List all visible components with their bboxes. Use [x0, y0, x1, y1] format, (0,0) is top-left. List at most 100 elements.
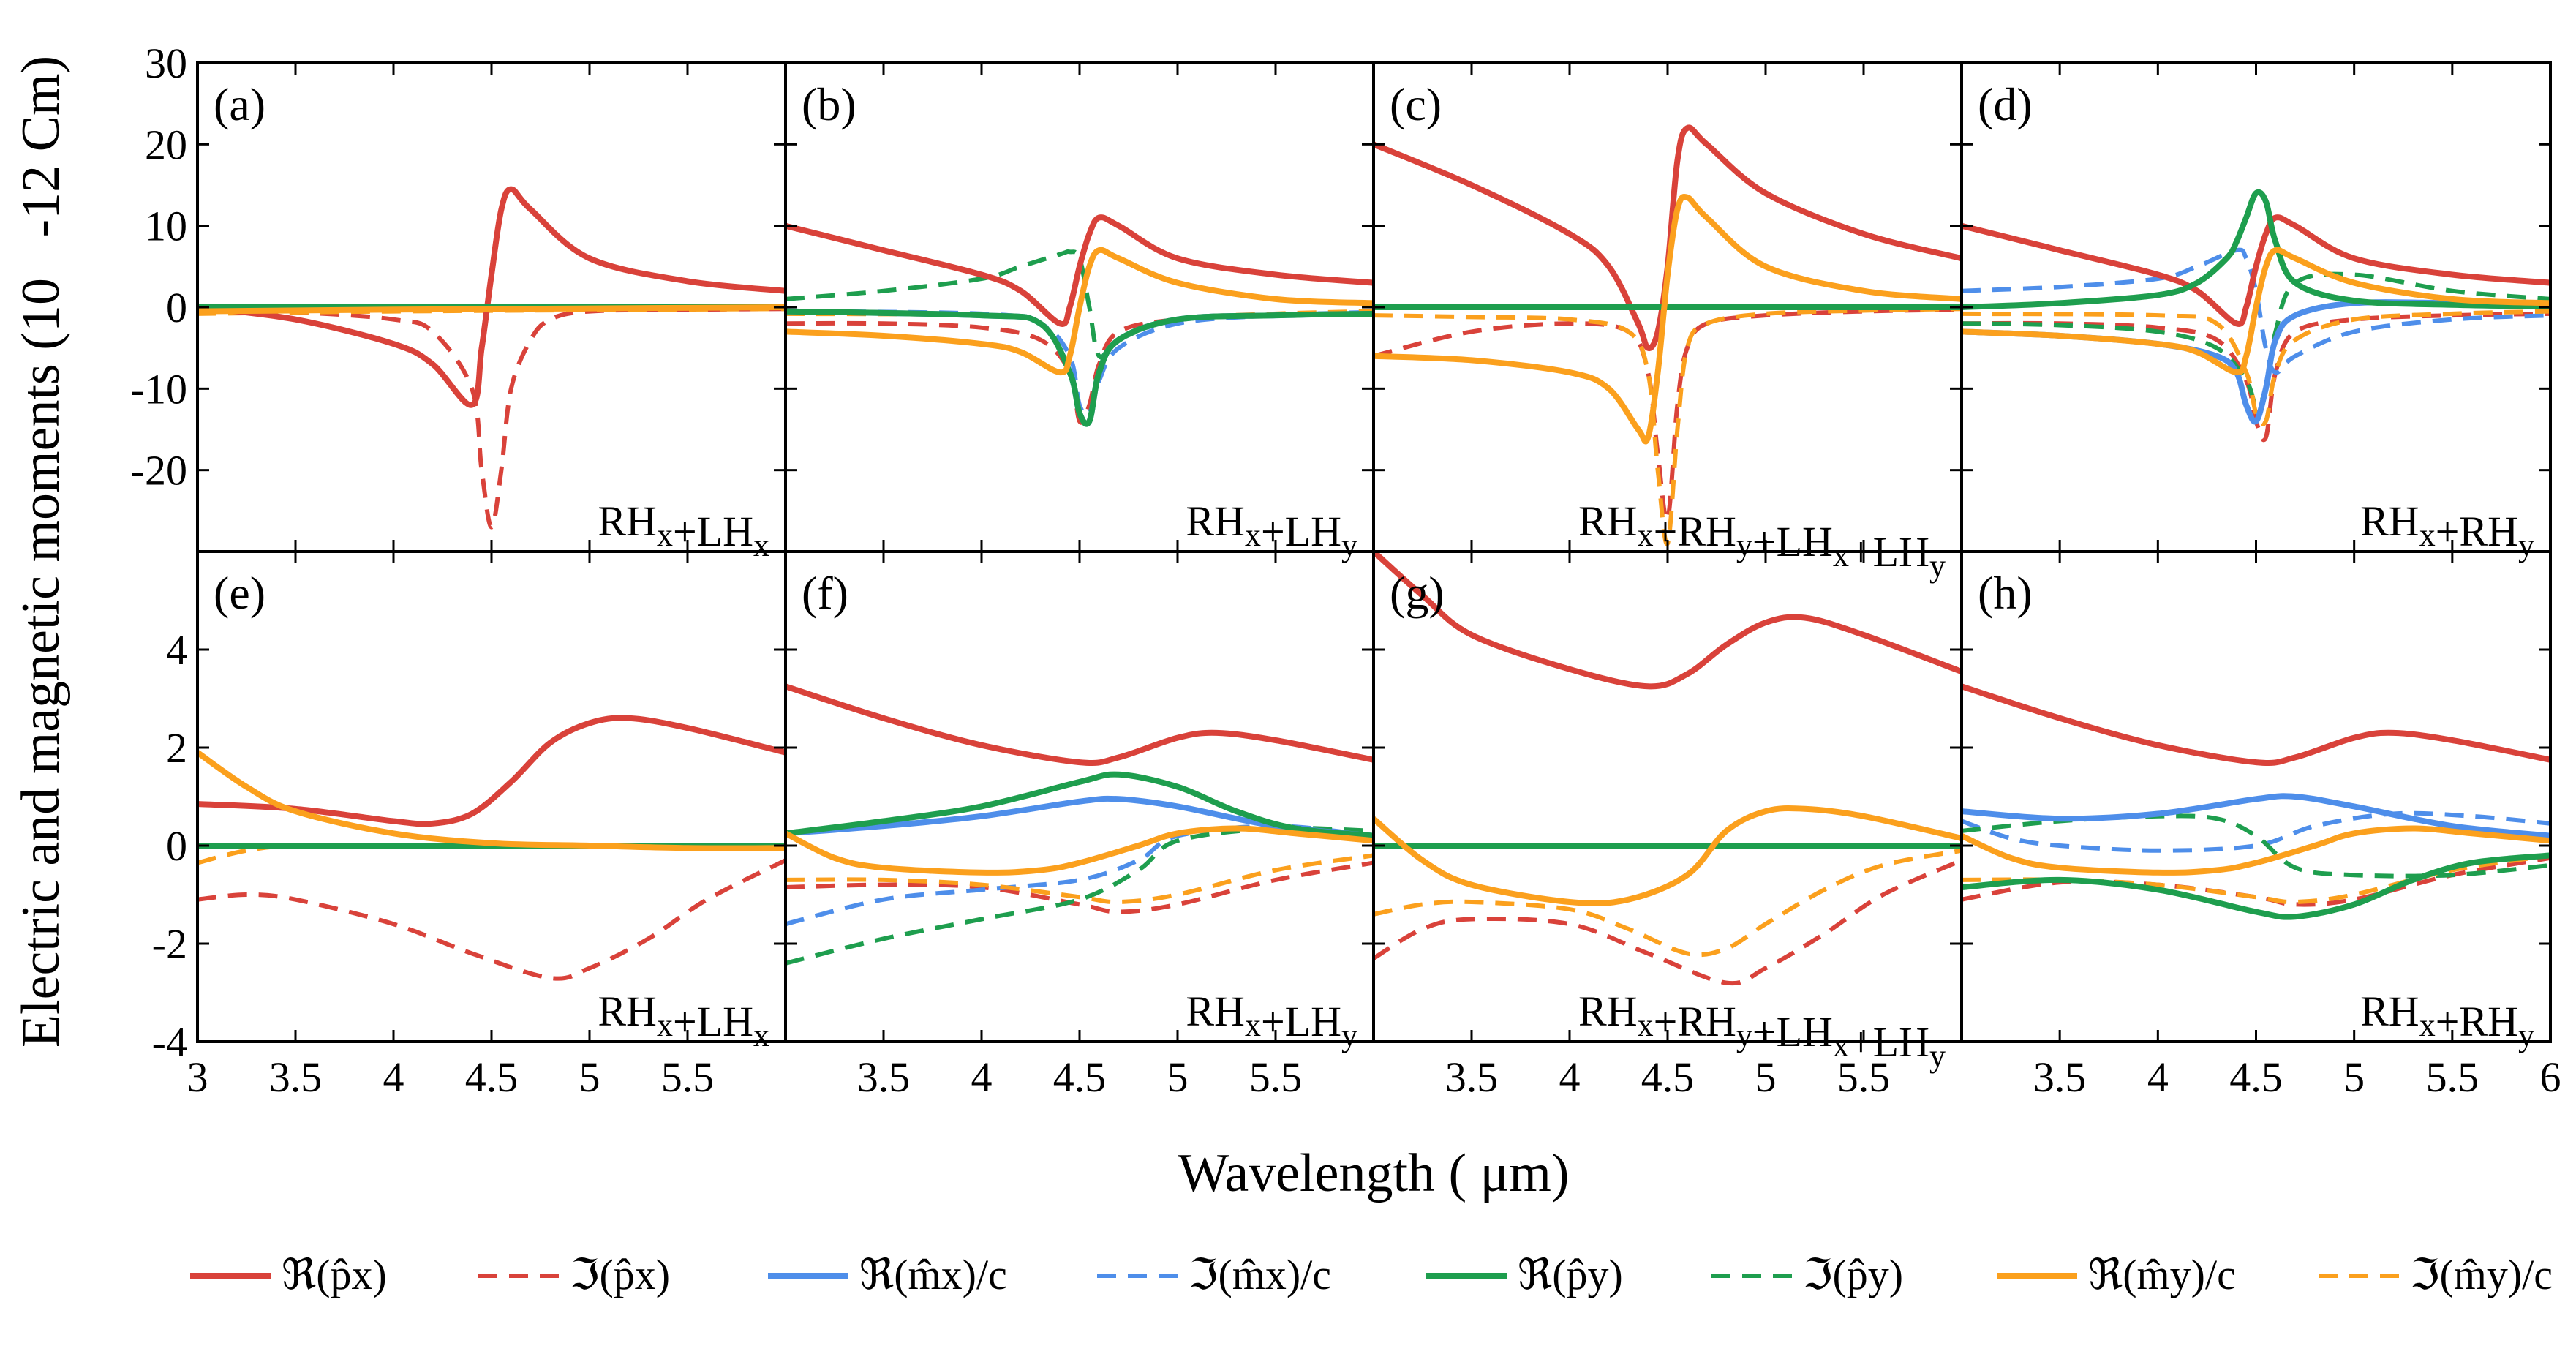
panel-corner-label: RHx+LHy — [1186, 988, 1357, 1053]
series-re-my — [1374, 805, 1962, 907]
legend-label: ℑ(p̂y) — [1803, 1251, 1903, 1298]
panel-corner-label: RHx+LHx — [598, 497, 769, 563]
series-im-my — [1962, 309, 2550, 426]
series-im-px — [197, 306, 786, 530]
series-re-py — [1962, 852, 2550, 920]
x-tick-label: 3.5 — [269, 1053, 323, 1101]
legend-item: ℜ(m̂y)/c — [1997, 1251, 2236, 1298]
x-tick-label: 3.5 — [1445, 1053, 1499, 1101]
x-tick-label: 4.5 — [465, 1053, 519, 1101]
x-tick-label: 5.5 — [2426, 1053, 2479, 1101]
panel-g: (g) RHx+RHy+LHx+LHy 3.5 4 4.5 5 5.5 — [1372, 550, 1963, 1101]
series-im-mx — [786, 309, 1374, 418]
series-im-mx — [1962, 247, 2550, 375]
y-tick-label: 0 — [166, 822, 187, 870]
y-tick-label: -4 — [152, 1018, 187, 1066]
x-tick-label: 4 — [971, 1053, 993, 1101]
series-im-my — [1374, 848, 1962, 958]
series-re-my — [1962, 247, 2550, 376]
series-re-px — [786, 214, 1374, 327]
x-tick-label: 5.5 — [1249, 1053, 1303, 1101]
panel-tag: (f) — [802, 567, 848, 619]
series-re-px — [1374, 552, 1962, 690]
panel-tag: (b) — [802, 78, 856, 130]
series-re-my — [197, 304, 786, 315]
x-tick-label: 5 — [1167, 1053, 1189, 1101]
series-im-px — [786, 860, 1374, 914]
series-im-mx — [786, 824, 1374, 927]
panel-corner-label: RHx+RHy+LHx+LHy — [1578, 988, 1946, 1074]
panel-frame — [784, 550, 1375, 1043]
series-im-px — [1374, 307, 1962, 522]
panel-corner-label: RHx+RHy — [2360, 497, 2534, 563]
y-tick-label: 20 — [145, 121, 187, 168]
panel-tag: (a) — [214, 78, 265, 130]
legend-item: ℑ(p̂x) — [478, 1251, 670, 1298]
x-tick-label: 5.5 — [1837, 1053, 1891, 1101]
series-im-py — [786, 825, 1374, 966]
panel-tag: (c) — [1390, 78, 1442, 130]
legend-label: ℜ(p̂x) — [282, 1251, 387, 1298]
series-im-py — [1962, 813, 2550, 879]
series-group — [1374, 124, 1962, 546]
panel-tag: (g) — [1390, 567, 1445, 619]
x-tick-label: 3.5 — [857, 1053, 911, 1101]
series-re-px — [1962, 683, 2550, 767]
series-im-mx — [1962, 810, 2550, 853]
y-tick-label: -10 — [131, 365, 187, 413]
series-re-px — [197, 715, 786, 827]
series-re-px — [1962, 214, 2550, 327]
y-tick-label: 0 — [166, 284, 187, 331]
series-im-my — [786, 853, 1374, 905]
x-tick-label: 4.5 — [1641, 1053, 1695, 1101]
x-tick-label: 5 — [2343, 1053, 2365, 1101]
panel-tag: (d) — [1978, 78, 2033, 130]
y-axis-label: Electric and magnetic moments (10 -12 Cm… — [11, 56, 71, 1048]
legend-item: ℜ(p̂x) — [190, 1251, 387, 1298]
x-tick-label: 5 — [579, 1053, 600, 1101]
legend-item: ℑ(m̂y)/c — [2319, 1251, 2553, 1298]
series-im-px — [197, 858, 786, 981]
x-tick-label: 5.5 — [661, 1053, 715, 1101]
series-re-my — [197, 750, 786, 851]
x-tick-label: 4.5 — [2229, 1053, 2283, 1101]
series-group — [1962, 189, 2550, 443]
y-tick-label: 10 — [145, 203, 187, 250]
y-tick-label: -2 — [152, 920, 187, 968]
series-re-py — [786, 308, 1374, 427]
panels: (a)RHx+LHx3020100-10-20(b)RHx+LHy(c)RHx+… — [131, 40, 2561, 1101]
legend: ℜ(p̂x) ℑ(p̂x) ℜ(m̂x)/c ℑ(m̂x)/c ℜ(p̂y) ℑ(p̂y)… — [190, 1251, 2553, 1298]
y-tick-label: 30 — [145, 40, 187, 87]
panel-d: (d) RHx+RHy — [1960, 61, 2552, 563]
panel-tag: (e) — [214, 567, 265, 619]
panel-frame — [1372, 550, 1963, 1043]
series-re-px — [197, 186, 786, 408]
x-tick-label: 4 — [383, 1053, 404, 1101]
panel-c: (c) RHx+RHy+LHx+LHy — [1372, 61, 1963, 584]
series-re-py — [786, 771, 1374, 839]
x-tick-label: 4 — [1559, 1053, 1581, 1101]
x-tick-label: 4 — [2147, 1053, 2169, 1101]
panel-a: (a) RHx+LHx 30 20 10 0 -10 -20 — [131, 40, 787, 563]
x-tick-label: 4.5 — [1053, 1053, 1107, 1101]
legend-label: ℑ(p̂x) — [570, 1251, 670, 1298]
x-axis-label: Wavelength ( μm) — [1178, 1143, 1569, 1203]
legend-label: ℑ(m̂x)/c — [1189, 1251, 1331, 1298]
legend-item: ℑ(m̂x)/c — [1097, 1251, 1331, 1298]
legend-item: ℑ(p̂y) — [1711, 1251, 1903, 1298]
legend-label: ℜ(m̂x)/c — [859, 1251, 1007, 1298]
series-group — [1962, 683, 2550, 920]
panel-corner-label: RHx+LHy — [1186, 497, 1357, 563]
legend-item: ℜ(m̂x)/c — [768, 1251, 1007, 1298]
series-re-my — [1374, 194, 1962, 445]
series-re-px — [786, 683, 1374, 767]
y-tick-label: -20 — [131, 447, 187, 494]
series-im-px — [1962, 311, 2550, 443]
panel-corner-label: RHx+RHy+LHx+LHy — [1578, 497, 1946, 584]
series-im-py — [1962, 271, 2550, 407]
legend-label: ℜ(p̂y) — [1518, 1251, 1623, 1298]
panel-e: (e) RHx+LHx 4 2 0 -2 -43 3.5 4 4.5 5 5.5 — [152, 550, 787, 1101]
x-tick-label: 5 — [1755, 1053, 1777, 1101]
series-re-my — [1962, 825, 2550, 876]
